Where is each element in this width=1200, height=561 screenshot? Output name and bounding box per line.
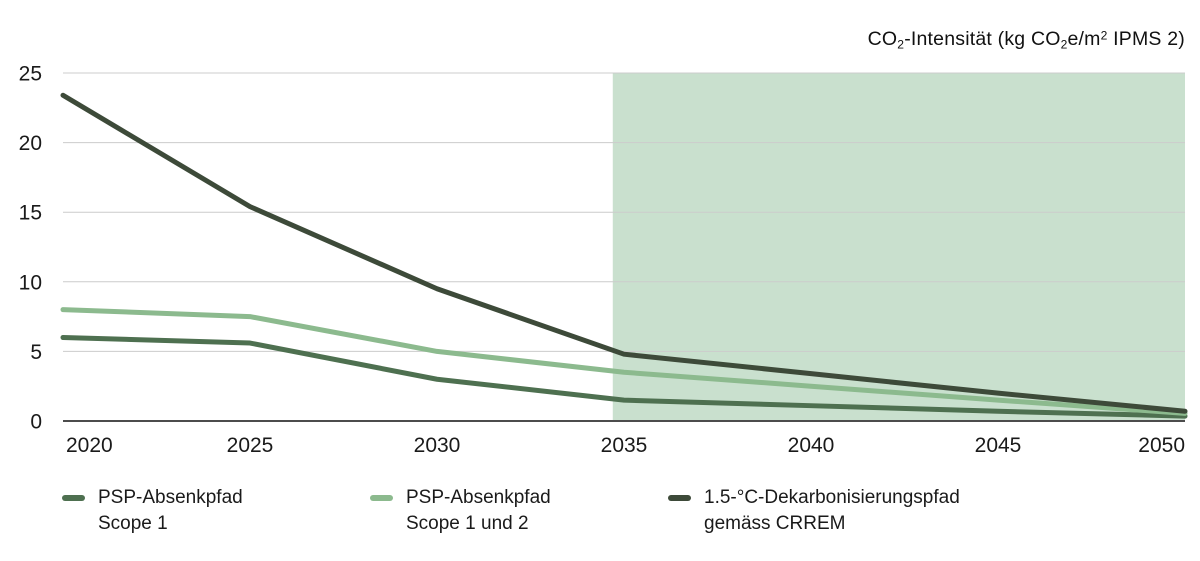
line-psp-scope1-2 [60,307,1188,416]
y-tick-label: 5 [30,341,42,364]
legend-label-line1: 1.5-°C-Dekarbonisierungspfad [704,487,960,508]
line-crrem-1-5c [60,92,1188,414]
chart-title: CO2-Intensität (kg CO2e/m2 IPMS 2) [868,28,1185,51]
y-tick-label: 10 [19,271,42,294]
legend-label: 1.5-°C-Dekarbonisierungspfad gemäss CRREM [704,485,960,537]
legend-label-line1: PSP-Absenkpfad [98,487,243,508]
y-tick-label: 0 [30,411,42,434]
x-tick-label: 2035 [601,434,648,457]
chart-title-segment: 2 [897,37,905,52]
chart-title-segment: IPMS 2) [1107,28,1185,50]
y-tick-label: 15 [19,202,42,225]
legend-item-line-psp-scope1: PSP-Absenkpfad Scope 1 [62,485,370,537]
legend-swatch-icon [668,495,691,501]
x-tick-label: 2040 [788,434,835,457]
legend-label-line2: Scope 1 und 2 [406,513,529,534]
chart-title-segment: 2 [1100,28,1108,43]
legend-item-line-psp-scope1-2: PSP-Absenkpfad Scope 1 und 2 [370,485,668,537]
x-tick-label: 2045 [975,434,1022,457]
legend-label-line2: Scope 1 [98,513,168,534]
x-tick-label: 2025 [227,434,274,457]
x-tick-label: 2030 [414,434,461,457]
legend-label-line2: gemäss CRREM [704,513,846,534]
legend-label-line1: PSP-Absenkpfad [406,487,551,508]
legend-label: PSP-Absenkpfad Scope 1 [98,485,243,537]
chart-title-segment: -Intensität (kg CO [904,28,1061,50]
chart-title-segment: 2 [1060,37,1068,52]
target-period-highlight-band [612,73,1185,421]
x-tick-label: 2020 [66,434,113,457]
chart-title-segment: e/m [1067,28,1101,50]
legend-item-line-crrem-1-5c: 1.5-°C-Dekarbonisierungspfad gemäss CRREM [668,485,960,537]
legend-swatch-icon [62,495,85,501]
chart-title-segment: CO [867,28,898,50]
chart-legend: PSP-Absenkpfad Scope 1 PSP-Absenkpfad Scope… [62,485,960,537]
y-tick-label: 20 [19,132,42,155]
legend-swatch-icon [370,495,393,501]
x-tick-label: 2050 [1138,434,1185,457]
y-tick-label: 25 [19,63,42,86]
legend-label: PSP-Absenkpfad Scope 1 und 2 [406,485,551,537]
line-psp-scope1 [60,334,1188,419]
